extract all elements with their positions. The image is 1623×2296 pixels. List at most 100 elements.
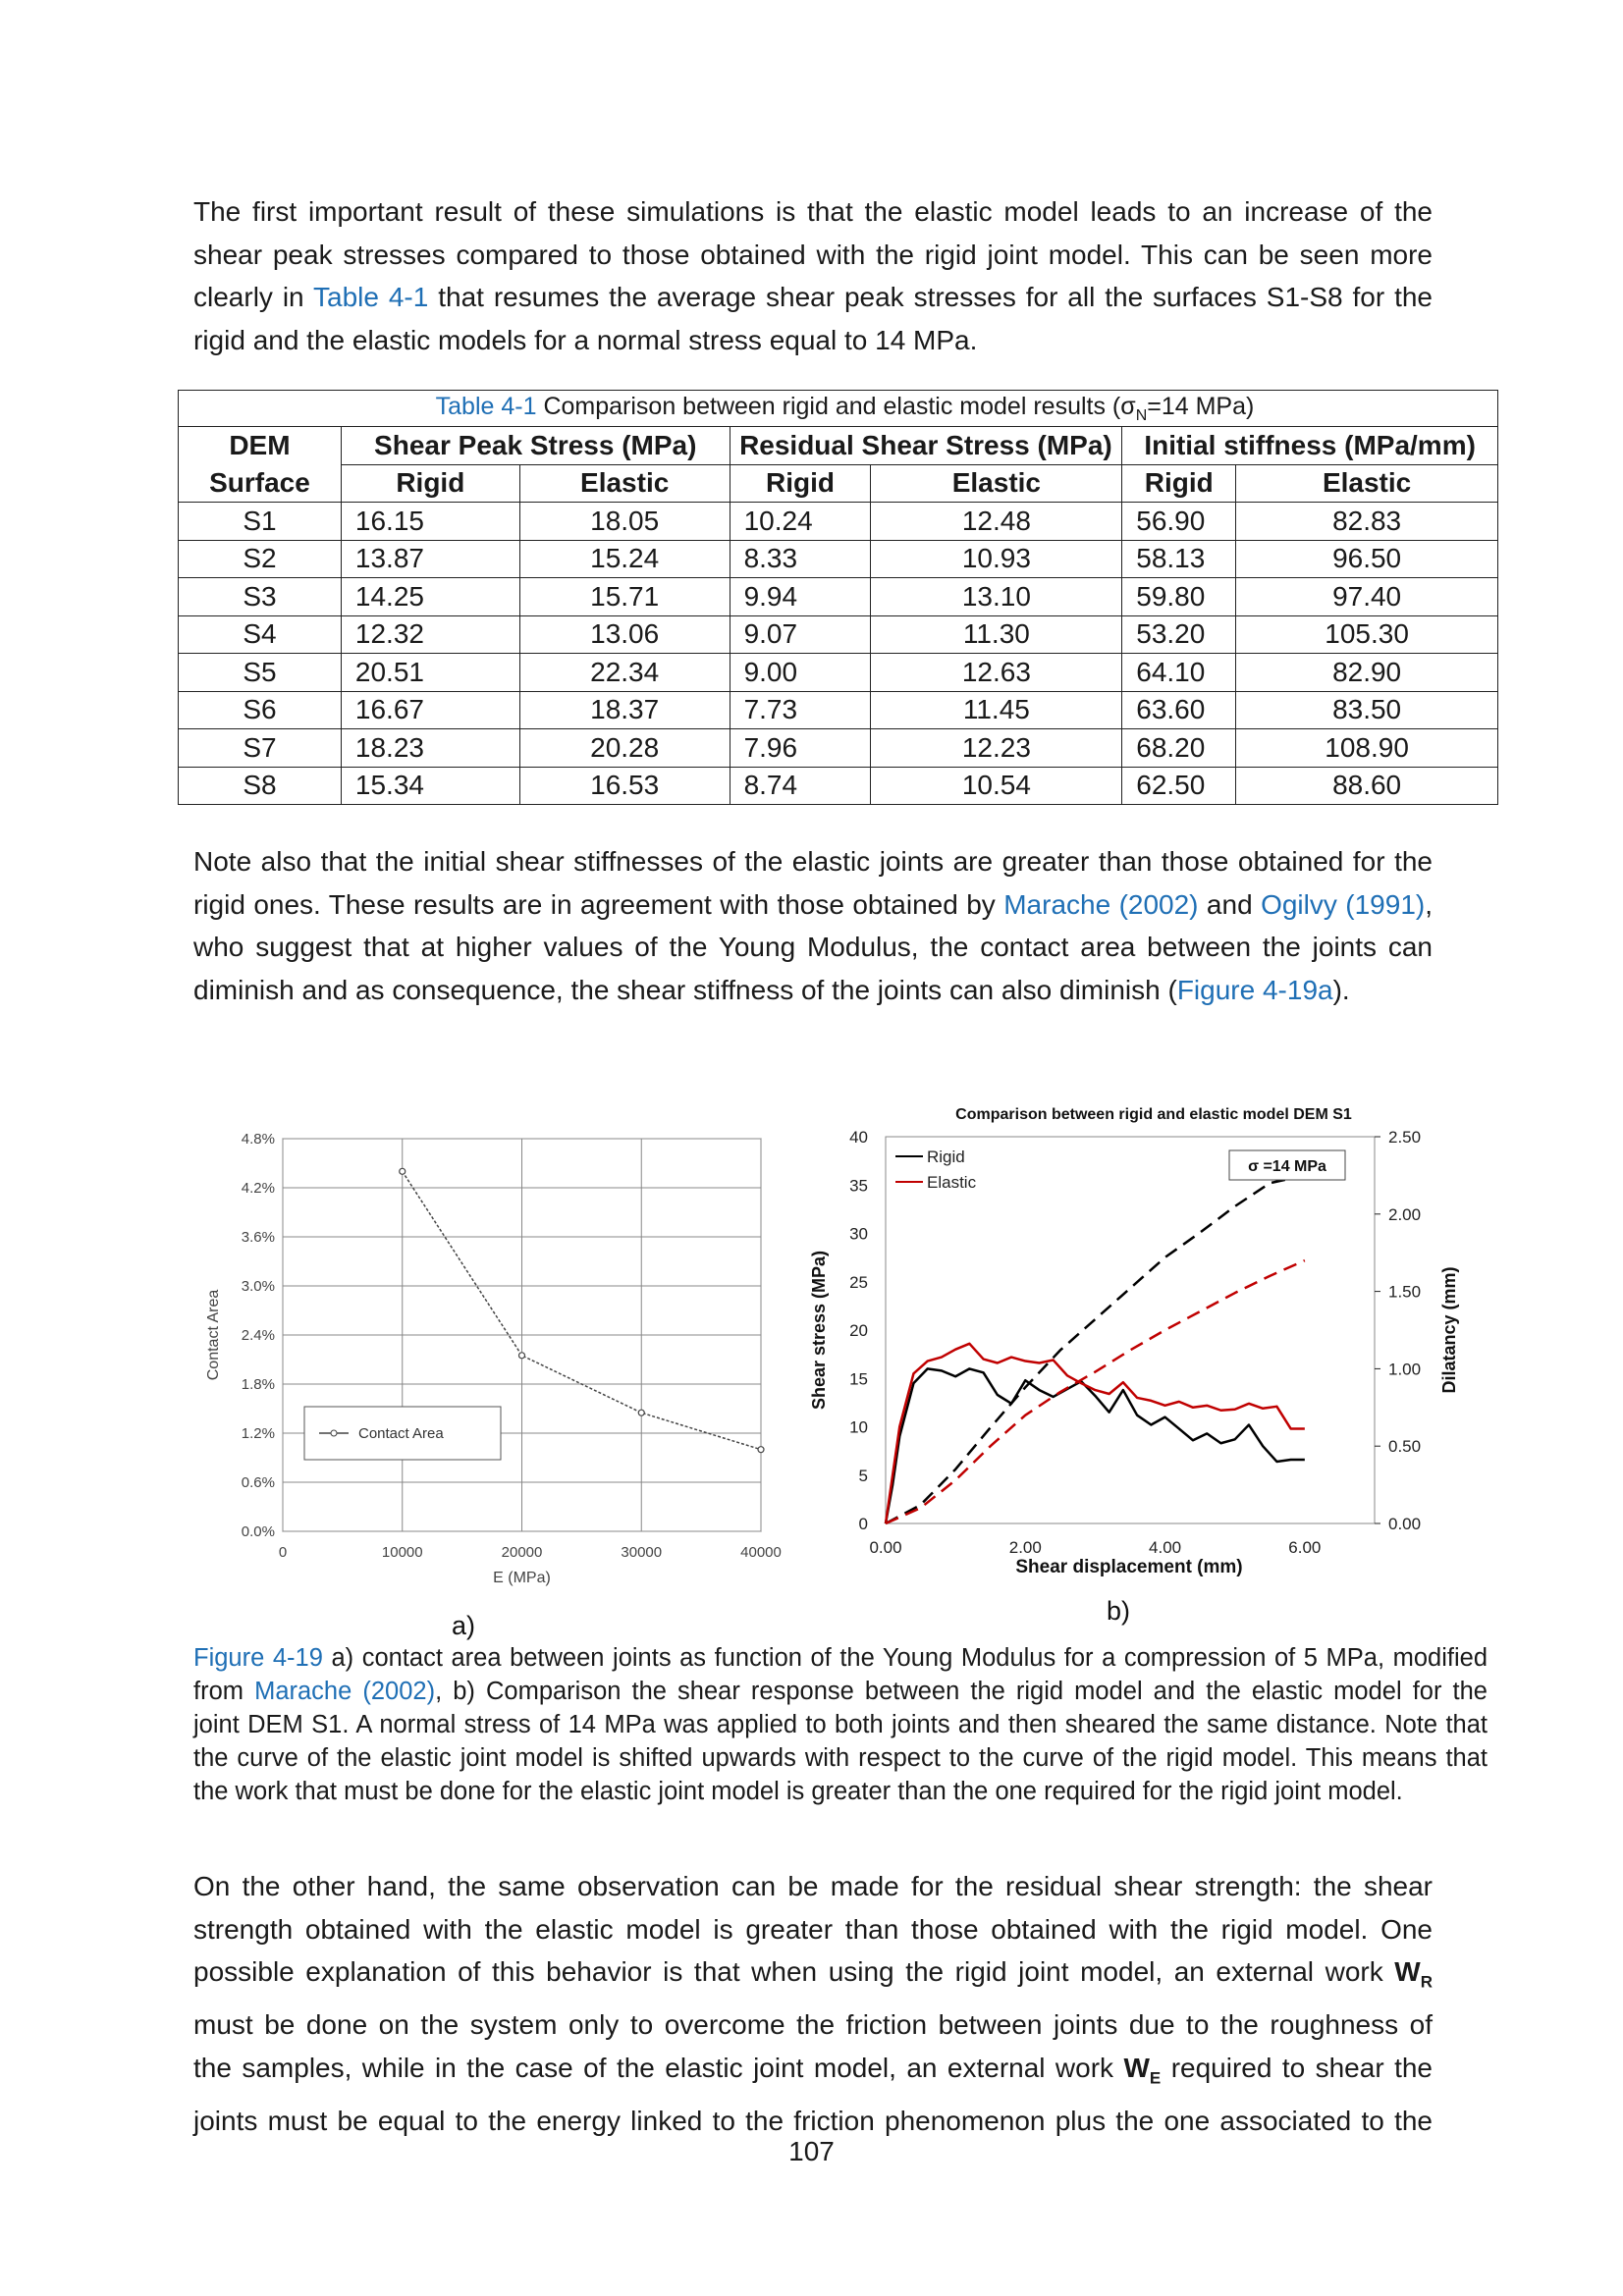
citation-link[interactable]: Marache (2002) [1003, 888, 1199, 920]
y-tick-label: 0.6% [242, 1474, 275, 1491]
y-tick-label: 4.2% [242, 1180, 275, 1197]
value-cell: 13.06 [518, 614, 730, 654]
text-line: Note also that the initial shear stiffne… [193, 846, 1433, 877]
value-cell: 9.94 [729, 577, 872, 616]
value-cell: 62.50 [1121, 766, 1237, 805]
caption-line: the curve of the elastic joint model is … [193, 1744, 1488, 1772]
table-row: S8 15.34 16.53 8.74 10.54 62.50 88.60 [178, 766, 1498, 805]
value-cell: 97.40 [1235, 577, 1498, 616]
data-point [399, 1167, 406, 1175]
y-axis-label: Shear stress (MPa) [809, 1251, 829, 1410]
surface-cell: S3 [178, 577, 342, 616]
text-line: joints must be equal to the energy linke… [193, 2105, 1433, 2136]
data-point [517, 1352, 526, 1360]
surface-cell: S5 [178, 653, 342, 692]
stress-line [884, 1367, 1305, 1524]
group-residual: Residual Shear Stress (MPa) [729, 426, 1123, 465]
value-cell: 10.24 [729, 502, 872, 541]
y2-tick-label: 2.00 [1388, 1205, 1421, 1224]
value-cell: 58.13 [1121, 539, 1237, 578]
figure-link[interactable]: Figure 4-19a [1176, 974, 1333, 1005]
y-tick-label: 2.4% [242, 1327, 275, 1344]
caption-line: from Marache (2002), b) Comparison the s… [193, 1678, 1488, 1705]
figure-label: Figure 4-19 [193, 1644, 323, 1672]
value-cell: 83.50 [1235, 690, 1498, 729]
y-tick-label: 0.0% [242, 1523, 275, 1540]
value-cell: 8.74 [729, 766, 872, 805]
x-tick-label: 10000 [382, 1544, 423, 1561]
table-row: S6 16.67 18.37 7.73 11.45 63.60 83.50 [178, 690, 1498, 729]
text-line: diminish and as consequence, the shear s… [193, 974, 1350, 1005]
value-cell: 16.15 [340, 502, 520, 541]
legend-label: Contact Area [358, 1425, 444, 1442]
value-cell: 10.54 [870, 766, 1123, 805]
value-cell: 82.90 [1235, 653, 1498, 692]
value-cell: 18.23 [340, 728, 520, 768]
surface-cell: S7 [178, 728, 342, 768]
value-cell: 8.33 [729, 539, 872, 578]
table-link[interactable]: Table 4-1 [313, 282, 429, 312]
dilatancy-line [885, 1174, 1306, 1525]
contact-area-line [402, 1170, 762, 1451]
legend-label-rigid: Rigid [927, 1148, 965, 1166]
results-table-wrapper: Table 4-1 Comparison between rigid and e… [178, 390, 1498, 805]
group-shear-peak: Shear Peak Stress (MPa) [340, 426, 730, 465]
text-line: clearly in Table 4-1 that resumes the av… [193, 282, 1433, 312]
text-line: rigid and the elastic models for a norma… [193, 324, 978, 355]
x-tick-label: 6.00 [1288, 1538, 1321, 1557]
x-tick-label: 0.00 [869, 1538, 901, 1557]
sub-elastic: Elastic [518, 463, 730, 503]
value-cell: 108.90 [1235, 728, 1498, 768]
table-row: S5 20.51 22.34 9.00 12.63 64.10 82.90 [178, 653, 1498, 692]
surface-cell: S2 [178, 539, 342, 578]
table-row: S2 13.87 15.24 8.33 10.93 58.13 96.50 [178, 539, 1498, 578]
y-tick-label: 0 [859, 1515, 868, 1533]
table-caption: Table 4-1 Comparison between rigid and e… [178, 390, 1498, 427]
caption-line: the work that must be done for the elast… [193, 1778, 1403, 1805]
value-cell: 64.10 [1121, 653, 1237, 692]
legend-marker [330, 1429, 338, 1437]
value-cell: 9.00 [729, 653, 872, 692]
text-line: shear peak stresses compared to those ob… [193, 239, 1433, 270]
paragraph-2: Note also that the initial shear stiffne… [193, 840, 1433, 1011]
panel-label: b) [1107, 1596, 1130, 1626]
y-axis-label: Contact Area [205, 1290, 222, 1381]
x-tick-label: 20000 [502, 1544, 543, 1561]
citation-link[interactable]: Marache (2002) [254, 1678, 436, 1705]
y-tick-label: 1.2% [242, 1425, 275, 1442]
value-cell: 56.90 [1121, 502, 1237, 541]
value-cell: 12.63 [870, 653, 1123, 692]
value-cell: 13.87 [340, 539, 520, 578]
citation-link[interactable]: Ogilvy (1991) [1261, 888, 1426, 920]
annotation-box [1228, 1149, 1346, 1181]
y-tick-label: 20 [849, 1321, 868, 1340]
y-tick-label: 35 [849, 1176, 868, 1195]
table-body: S1 16.15 18.05 10.24 12.48 56.90 82.83 S2 13.87 1… [178, 502, 1498, 805]
contact-area-chart: 0.0% 0.6% 1.2% 1.8% 2.4% 3.0% 3.6% 4.2% 4.8% 0 100… [205, 1131, 782, 1640]
y-tick-label: 40 [849, 1128, 868, 1147]
panel-label: a) [452, 1611, 475, 1640]
value-cell: 7.96 [729, 728, 872, 768]
x-tick-label: 2.00 [1009, 1538, 1042, 1557]
table-row: S7 18.23 20.28 7.96 12.23 68.20 108.90 [178, 728, 1498, 768]
value-cell: 12.48 [870, 502, 1123, 541]
value-cell: 12.23 [870, 728, 1123, 768]
value-cell: 16.67 [340, 690, 520, 729]
value-cell: 53.20 [1121, 614, 1237, 654]
text-line: rigid ones. These results are in agreeme… [193, 888, 1434, 920]
y-tick-label: 30 [849, 1225, 868, 1244]
x-tick-label: 40000 [740, 1544, 782, 1561]
text-line: On the other hand, the same observation … [193, 1871, 1433, 1901]
text-line: possible explanation of this behavior is… [193, 1956, 1433, 1992]
value-cell: 15.34 [340, 766, 520, 805]
value-cell: 18.37 [518, 690, 730, 729]
surface-cell: S6 [178, 690, 342, 729]
value-cell: 88.60 [1235, 766, 1498, 805]
value-cell: 7.73 [729, 690, 872, 729]
table-row: S3 14.25 15.71 9.94 13.10 59.80 97.40 [178, 577, 1498, 616]
page-number: 107 [788, 2136, 835, 2166]
value-cell: 14.25 [340, 577, 520, 616]
value-cell: 15.71 [518, 577, 730, 616]
y2-tick-label: 0.00 [1388, 1515, 1421, 1533]
sub-elastic: Elastic [870, 463, 1123, 503]
